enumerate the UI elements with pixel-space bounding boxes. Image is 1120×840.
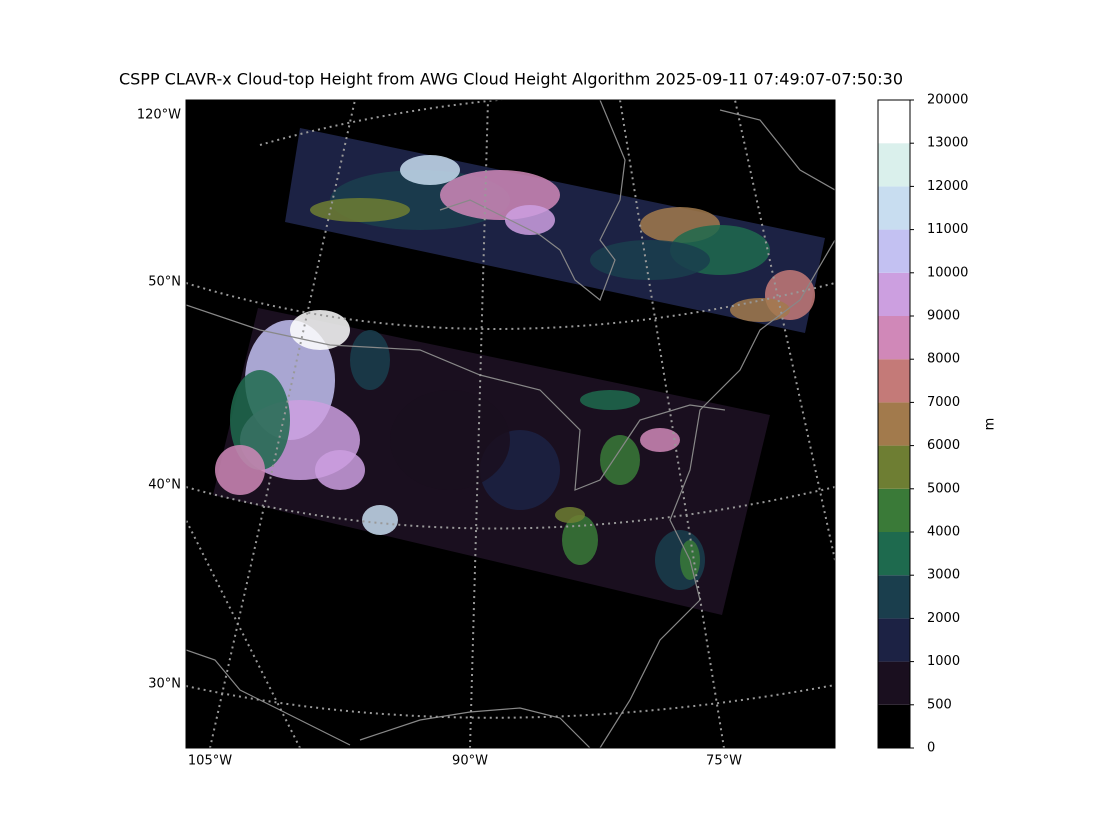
graticule xyxy=(186,684,835,719)
colorbar-band xyxy=(878,272,910,316)
cloud-patch xyxy=(315,450,365,490)
cloud-patch xyxy=(555,507,585,523)
lat-label: 120°W xyxy=(137,108,181,123)
cloud-patch xyxy=(362,505,398,535)
cloud-patch xyxy=(215,445,265,495)
colorbar-tick-label: 500 xyxy=(927,697,952,712)
border xyxy=(186,304,726,491)
lon-label: 90°W xyxy=(452,754,488,769)
colorbar-band xyxy=(878,488,910,532)
colorbar-band xyxy=(878,445,910,489)
lat-label: 50°N xyxy=(148,275,181,290)
map-frame xyxy=(185,99,836,749)
colorbar-tick-label: 3000 xyxy=(927,568,960,583)
colorbar-tick-label: 7000 xyxy=(927,395,960,410)
cloud-patch xyxy=(640,428,680,452)
graticule xyxy=(186,282,835,330)
colorbar-tick-label: 1000 xyxy=(927,654,960,669)
cloud-patch xyxy=(290,310,350,350)
colorbar-band xyxy=(878,100,910,144)
colorbar-band xyxy=(878,316,910,360)
cloud-patch xyxy=(390,390,510,490)
colorbar-tick-label: 2000 xyxy=(927,611,960,626)
colorbar-band xyxy=(878,618,910,662)
graticule xyxy=(209,100,356,748)
cloud-patch xyxy=(350,330,390,390)
colorbar-band xyxy=(878,229,910,273)
map-title: CSPP CLAVR-x Cloud-top Height from AWG C… xyxy=(119,70,903,89)
colorbar-tick-label: 9000 xyxy=(927,309,960,324)
colorbar-tick-label: 5000 xyxy=(927,481,960,496)
coast xyxy=(599,239,835,748)
colorbar-band xyxy=(878,359,910,403)
colorbar-band xyxy=(878,704,910,748)
colorbar-band xyxy=(878,661,910,705)
colorbar-tick-label: 12000 xyxy=(927,179,968,194)
colorbar-band xyxy=(878,186,910,230)
graticule xyxy=(186,486,835,530)
colorbar-tick-label: 11000 xyxy=(927,222,968,237)
colorbar-tick-label: 20000 xyxy=(927,93,968,108)
overlay xyxy=(186,100,835,748)
coast xyxy=(719,109,835,191)
lat-label: 30°N xyxy=(148,677,181,692)
colorbar-band xyxy=(878,532,910,576)
border xyxy=(439,100,626,301)
cloud-patch xyxy=(562,515,598,565)
lon-label: 75°W xyxy=(706,754,742,769)
colorbar-band xyxy=(878,143,910,187)
colorbar-tick-label: 4000 xyxy=(927,525,960,540)
cloud-patch xyxy=(230,370,290,470)
graticule xyxy=(469,100,489,748)
cloud-patch xyxy=(505,205,555,235)
lon-label: 105°W xyxy=(188,754,232,769)
cloud-patch xyxy=(580,390,640,410)
colorbar-tick-label: 10000 xyxy=(927,265,968,280)
colorbar-tick-label: 13000 xyxy=(927,136,968,151)
colorbar-tick-label: 0 xyxy=(927,741,935,756)
colorbar-label: m xyxy=(983,418,998,431)
colorbar-band xyxy=(878,402,910,446)
lat-label: 40°N xyxy=(148,478,181,493)
colorbar-band xyxy=(878,575,910,619)
cloud-patch xyxy=(400,155,460,185)
cloud-patch xyxy=(590,240,710,280)
cloud-patch xyxy=(600,435,640,485)
colorbar-tick-label: 8000 xyxy=(927,352,960,367)
cloud-patch xyxy=(310,198,410,222)
map-layer xyxy=(213,128,825,615)
graticule xyxy=(186,519,301,748)
colorbar-frame xyxy=(877,99,911,749)
graticule xyxy=(734,100,835,561)
graticule xyxy=(619,100,725,748)
coast xyxy=(186,649,591,748)
cloud-patch xyxy=(730,298,790,322)
colorbar-tick-label: 6000 xyxy=(927,438,960,453)
